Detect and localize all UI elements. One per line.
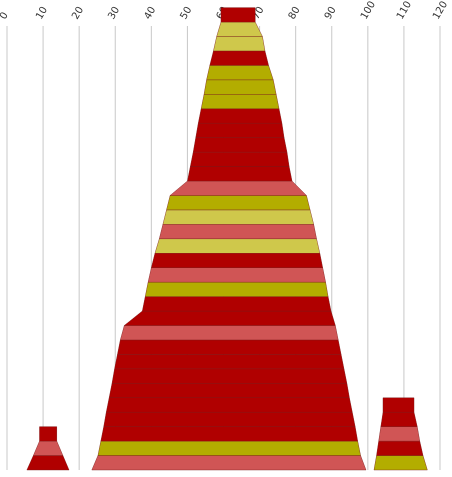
band-stack1-row9: [117, 339, 342, 355]
x-tick-label-100: 100: [359, 0, 378, 22]
band-stack1-row14: [147, 267, 326, 283]
x-tick-label-0: 0: [0, 10, 11, 21]
band-stack1-row11: [123, 310, 336, 326]
band-stack2-row2: [33, 440, 64, 456]
band-stack1-row1: [91, 455, 367, 471]
band-stack1-row7: [111, 368, 348, 384]
band-stack1-row24: [195, 122, 285, 138]
band-stack1-row15: [151, 253, 323, 268]
band-stack1-row19: [166, 195, 311, 211]
band-stack1-row3: [100, 426, 358, 442]
band-stack1-row4: [103, 412, 356, 427]
x-tick-label-50: 50: [178, 5, 194, 22]
x-tick-label-90: 90: [323, 5, 339, 22]
band-stack1-row32: [220, 7, 256, 23]
band-stack1-row17: [159, 224, 317, 240]
x-tick-label-120: 120: [431, 0, 450, 22]
band-stack1-row5: [105, 397, 353, 413]
band-stack1-row27: [203, 79, 277, 95]
band-stack1-row26: [200, 94, 280, 109]
band-stack2-row3: [39, 426, 57, 442]
band-stack3-row3: [378, 426, 421, 442]
x-tick-label-20: 20: [70, 5, 86, 22]
band-stack1-row2: [97, 440, 361, 456]
band-stack1-row13: [144, 281, 329, 297]
band-stack1-row30: [213, 36, 266, 52]
band-stack3-row2: [376, 440, 424, 456]
band-stack1-row12: [142, 296, 332, 312]
band-stack1-row21: [187, 166, 293, 182]
band-stack1-row20: [169, 180, 307, 196]
band-stack1-row22: [190, 151, 290, 167]
band-stack3-row1: [373, 455, 428, 471]
x-tick-label-30: 30: [106, 5, 122, 22]
x-tick-label-10: 10: [34, 5, 50, 22]
band-stack1-row23: [192, 137, 288, 153]
x-tick-label-80: 80: [287, 5, 303, 22]
band-layer: [26, 7, 428, 471]
band-stack1-row28: [206, 65, 274, 81]
band-stack1-row18: [162, 209, 314, 225]
band-stack1-row25: [197, 108, 283, 124]
x-tick-label-40: 40: [142, 5, 158, 22]
band-stack1-row8: [114, 354, 345, 370]
band-stack1-row6: [108, 383, 350, 398]
band-stack2-row1: [26, 455, 70, 471]
band-stack1-row10: [120, 325, 339, 341]
x-tick-label-110: 110: [395, 0, 414, 22]
band-stack1-row31: [216, 21, 263, 37]
band-stack1-row16: [154, 238, 321, 254]
band-stack3-row4: [380, 412, 418, 427]
band-stack3-row5: [382, 397, 415, 413]
band-stack1-row29: [209, 50, 269, 66]
